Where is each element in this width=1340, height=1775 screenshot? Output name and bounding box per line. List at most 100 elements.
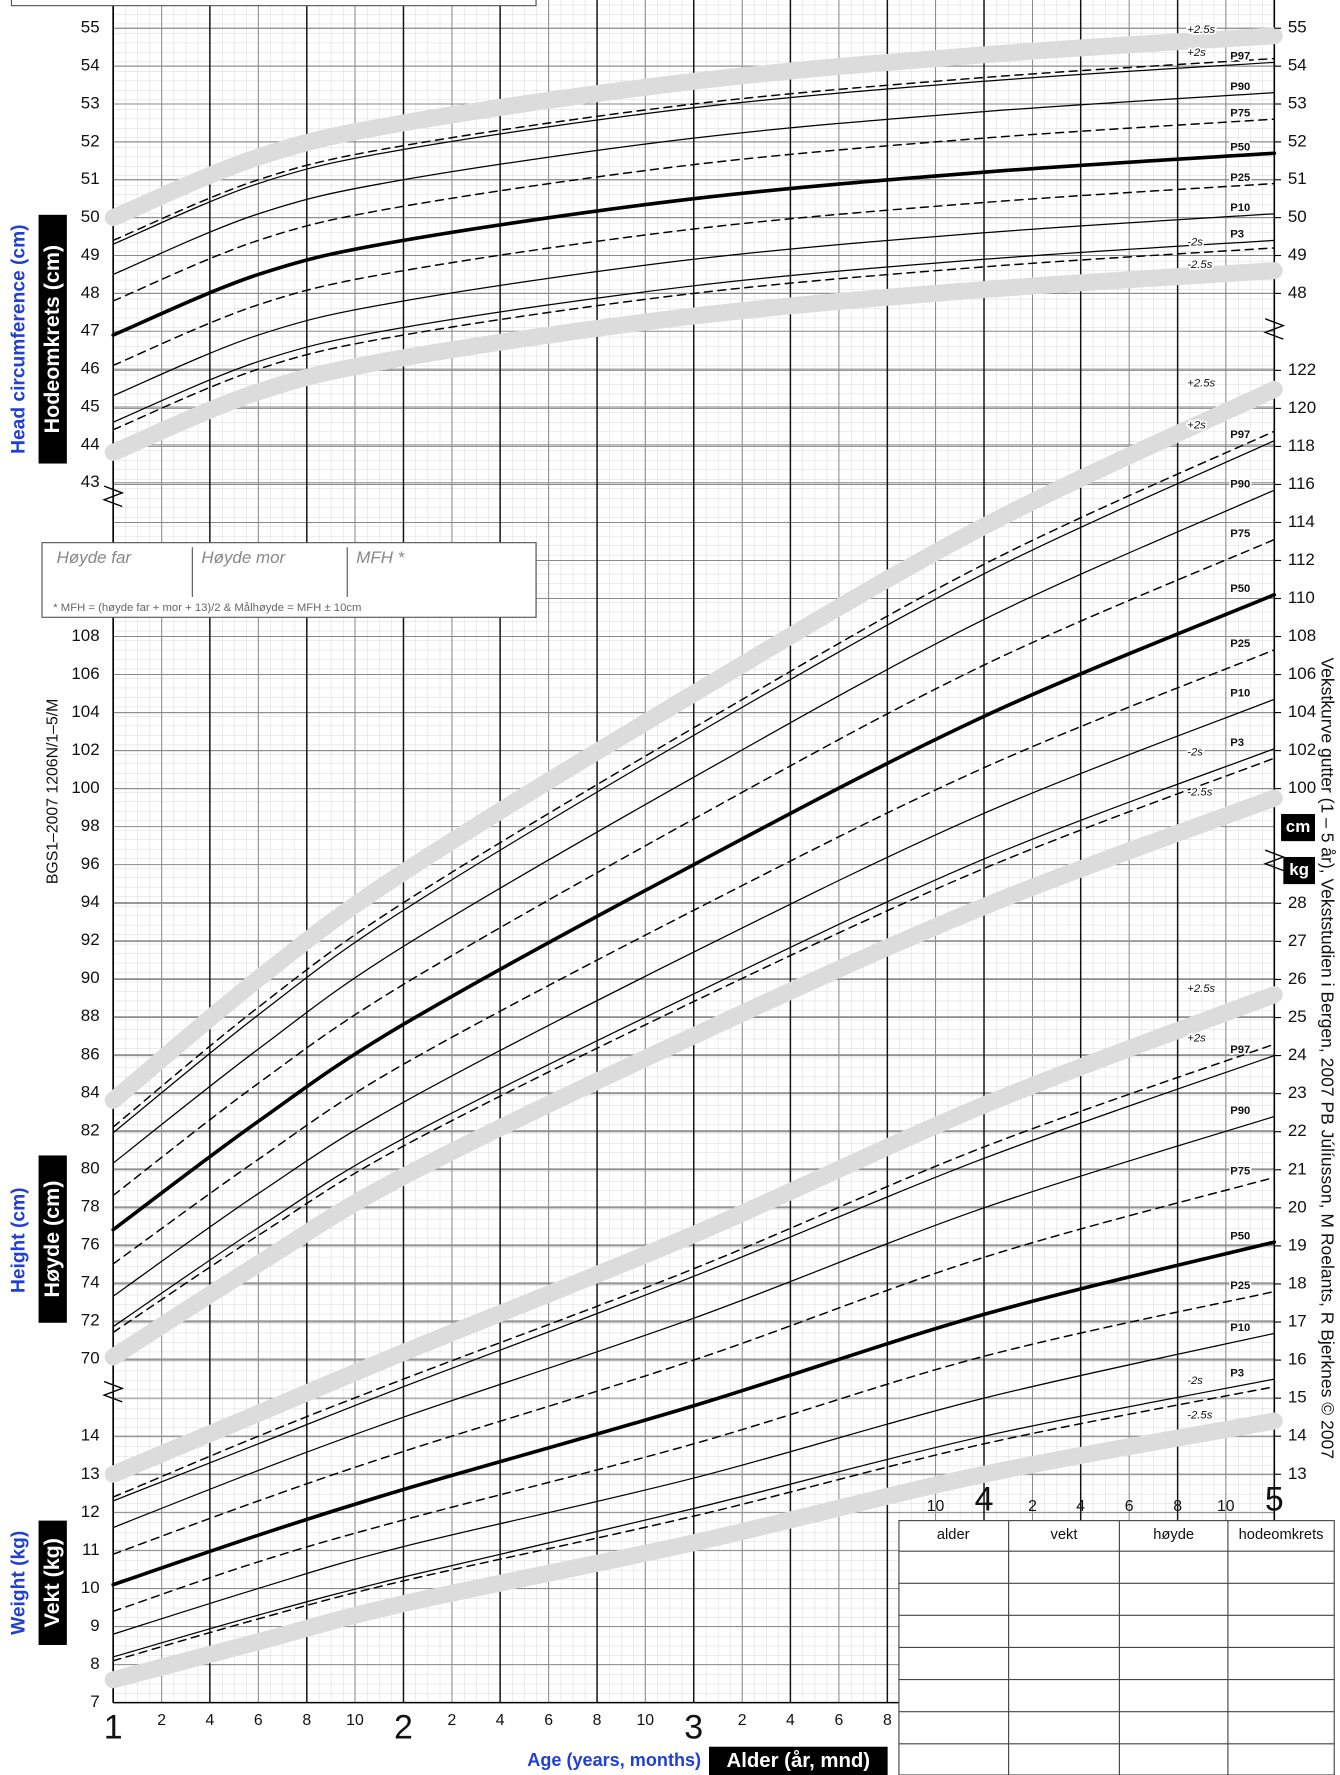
right-tick-label: 25 [1288, 1007, 1307, 1026]
right-tick-label: 23 [1288, 1083, 1307, 1102]
parent-height-box [41, 542, 537, 618]
percentile-curve [111, 151, 1277, 337]
x-tick-label: 8 [1173, 1498, 1182, 1515]
right-tick-label: 14 [1288, 1426, 1307, 1445]
y-tick-label: 76 [81, 1234, 100, 1253]
percentile-curve [112, 1043, 1276, 1498]
y-tick-label: 86 [81, 1044, 100, 1063]
labels: 4344454647484950515253545548495051525354… [71, 18, 1316, 1747]
y-tick-label: 100 [71, 778, 99, 797]
right-tick-label: 48 [1288, 283, 1307, 302]
y-tick-label: 54 [81, 56, 100, 75]
percentile-curve [112, 440, 1275, 1134]
y-tick-label: 104 [71, 702, 99, 721]
right-tick-label: 54 [1288, 56, 1307, 75]
right-tick-label: 52 [1288, 131, 1307, 150]
x-tick-label: 2 [1028, 1498, 1037, 1515]
curve-label: P90 [1230, 478, 1250, 490]
axis-title: Vekt (kg) [40, 1538, 64, 1627]
y-tick-label: 92 [81, 930, 100, 949]
curve-label: P97 [1230, 429, 1250, 441]
axis-break [102, 1380, 125, 1403]
right-tick-label: 13 [1288, 1464, 1307, 1483]
curve-label: P75 [1230, 528, 1250, 540]
field-label: Høyde mor [201, 548, 286, 567]
right-tick-label: 26 [1288, 969, 1307, 988]
right-tick-label: 28 [1288, 893, 1307, 912]
x-tick-label: 5 [1265, 1480, 1284, 1518]
y-tick-label: 55 [81, 18, 100, 37]
sd-band [104, 1412, 1283, 1689]
x-axis-title: Alder (år, mnd) [727, 1749, 871, 1772]
right-tick-label: 24 [1288, 1045, 1307, 1064]
axis-title-badge [38, 1155, 67, 1323]
x-tick-label: 4 [786, 1712, 795, 1729]
percentile-curve [112, 247, 1276, 431]
x-tick-label: 10 [927, 1498, 945, 1515]
x-tick-label: 6 [544, 1712, 553, 1729]
x-tick-label: 2 [448, 1712, 457, 1729]
right-tick-label: 106 [1288, 664, 1316, 683]
percentile-curve [112, 430, 1276, 1128]
curve-label: P3 [1230, 229, 1244, 241]
x-tick-label: 8 [302, 1712, 311, 1729]
percentile-curve [112, 239, 1275, 423]
right-tick-label: 116 [1288, 474, 1315, 493]
curve-label: P25 [1230, 1280, 1250, 1292]
percentile-curve [112, 57, 1276, 242]
right-tick-label: 118 [1288, 436, 1315, 455]
curve-label: P90 [1230, 1105, 1250, 1117]
x-axis-title-badge [709, 1746, 888, 1775]
right-tick-label: 49 [1288, 245, 1307, 264]
axis-break [1263, 318, 1286, 340]
curve-label: -2s [1187, 1375, 1203, 1387]
curve-label: P90 [1230, 81, 1250, 93]
curve-label: P75 [1230, 1166, 1250, 1178]
table-header: høyde [1153, 1527, 1194, 1543]
y-tick-label: 8 [90, 1654, 99, 1673]
axis-title-en: Height (cm) [8, 1187, 29, 1293]
x-tick-label: 2 [738, 1712, 747, 1729]
percentile-curve [112, 118, 1276, 302]
y-tick-label: 46 [81, 359, 100, 378]
curve-label: -2.5s [1187, 786, 1212, 798]
x-tick-label: 8 [883, 1712, 892, 1729]
y-tick-label: 52 [81, 131, 100, 150]
curve-label: P10 [1230, 202, 1250, 214]
y-tick-label: 51 [81, 169, 100, 188]
table-header: alder [937, 1527, 970, 1543]
percentile-curve [112, 92, 1275, 276]
y-tick-label: 10 [81, 1578, 100, 1597]
x-tick-label: 10 [1217, 1498, 1235, 1515]
y-tick-label: 82 [81, 1120, 100, 1139]
percentile-curve [112, 1378, 1275, 1658]
table-header: hodeomkrets [1239, 1527, 1324, 1543]
x-tick-label: 4 [205, 1712, 214, 1729]
x-tick-label: 4 [496, 1712, 505, 1729]
percentile-curve [112, 1054, 1275, 1502]
unit-badge-text: kg [1289, 860, 1309, 879]
y-tick-label: 102 [71, 740, 99, 759]
axis-title-badge [38, 214, 67, 464]
sd-band [104, 262, 1283, 461]
right-tick-label: 22 [1288, 1121, 1307, 1140]
x-tick-label: 6 [254, 1712, 263, 1729]
x-tick-label: 6 [834, 1712, 843, 1729]
curve-label: -2s [1187, 747, 1203, 759]
percentile-curve [112, 213, 1275, 397]
x-tick-label: 2 [157, 1712, 166, 1729]
percentile-curve [112, 61, 1275, 245]
percentile-curve [112, 1290, 1276, 1613]
right-tick-label: 18 [1288, 1273, 1307, 1292]
y-tick-label: 44 [81, 434, 100, 453]
right-tick-label: 21 [1288, 1159, 1307, 1178]
table-header: vekt [1051, 1527, 1078, 1543]
curve-label: P3 [1230, 737, 1244, 749]
curve-label: P97 [1230, 1044, 1250, 1056]
x-tick-label: 3 [684, 1709, 703, 1747]
y-tick-label: 88 [81, 1006, 100, 1025]
curve-label: P25 [1230, 638, 1250, 650]
axis-title-en: Head circumference (cm) [8, 224, 29, 453]
right-tick-label: 120 [1288, 398, 1316, 417]
curve-label: +2.5s [1187, 24, 1215, 36]
